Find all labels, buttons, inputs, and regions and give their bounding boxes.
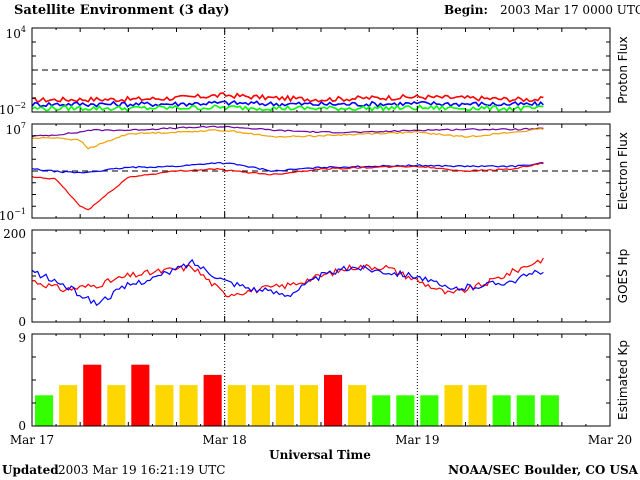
plot-area (32, 69, 610, 112)
plot-area (32, 125, 610, 211)
series-line (32, 125, 544, 138)
y-tick-label: 10−2 (0, 101, 26, 117)
kp-bar (83, 364, 102, 426)
begin-value: 2003 Mar 17 0000 UTC (500, 3, 640, 17)
series-line (32, 161, 544, 174)
plot-area (35, 364, 559, 426)
x-tick-label: Mar 19 (395, 433, 439, 447)
updated-value: 2003 Mar 19 16:21:19 UTC (58, 463, 225, 477)
y-axis-label: Estimated Kp (616, 340, 630, 420)
series-line (32, 99, 544, 108)
kp-bar (540, 395, 559, 426)
series-line (32, 258, 544, 307)
kp-bar (107, 385, 126, 426)
y-tick-label-base: 10 (6, 123, 21, 137)
kp-bar (299, 385, 318, 426)
y-tick-label-exponent: 4 (21, 25, 26, 34)
kp-bar (516, 395, 535, 426)
chart-title: Satellite Environment (3 day) (14, 3, 229, 18)
kp-bar (444, 385, 463, 426)
kp-bar (372, 395, 391, 426)
y-tick-label-exponent: 7 (21, 121, 26, 130)
kp-bar (203, 374, 222, 426)
updated-label: Updated (2, 463, 59, 477)
y-tick-label-exponent: −1 (14, 207, 26, 216)
kp-bar (492, 395, 511, 426)
kp-bar (348, 385, 367, 426)
credit-text: NOAA/SEC Boulder, CO USA (448, 463, 639, 477)
y-tick-label: 0 (18, 315, 26, 329)
estimated-kp-panel: Estimated Kp 0 9 (18, 331, 630, 433)
y-axis-label: GOES Hp (616, 249, 630, 303)
kp-bar (396, 395, 415, 426)
y-tick-label-base: 10 (0, 209, 14, 223)
kp-bar (131, 364, 150, 426)
series-line (32, 257, 544, 298)
y-tick-label: 0 (18, 419, 26, 433)
x-tick-label: Mar 18 (203, 433, 247, 447)
y-tick-label: 9 (18, 331, 26, 345)
y-axis-label: Electron Flux (616, 132, 630, 210)
y-tick-label-base: 10 (6, 27, 21, 41)
kp-bar (324, 374, 343, 426)
x-tick-label: Mar 17 (10, 433, 54, 447)
goes-hp-panel: GOES Hp 0 200 (3, 227, 630, 329)
x-axis-label: Universal Time (269, 448, 371, 462)
x-tick-label: Mar 20 (588, 433, 632, 447)
plot-area (32, 257, 544, 307)
y-axis-label: Proton Flux (616, 36, 630, 103)
y-tick-label: 104 (6, 25, 26, 41)
kp-bar (275, 385, 294, 426)
kp-bar (251, 385, 270, 426)
y-tick-label: 10−1 (0, 207, 26, 223)
series-line (32, 162, 544, 211)
kp-bar (468, 385, 487, 426)
x-axis-tick-labels: Mar 17 Mar 18 Mar 19 Mar 20 (10, 433, 632, 447)
begin-label: Begin: (444, 3, 488, 17)
kp-bar (155, 385, 174, 426)
kp-bar (227, 385, 246, 426)
series-line (32, 92, 544, 104)
kp-bar (179, 385, 198, 426)
kp-bar (59, 385, 78, 426)
y-tick-label-base: 10 (0, 103, 14, 117)
kp-bar (420, 395, 439, 426)
series-line (32, 127, 544, 150)
series-line (32, 104, 544, 112)
kp-bar (35, 395, 54, 426)
y-tick-label: 107 (6, 121, 26, 137)
y-tick-label-exponent: −2 (14, 101, 26, 110)
y-tick-label: 200 (3, 227, 26, 241)
